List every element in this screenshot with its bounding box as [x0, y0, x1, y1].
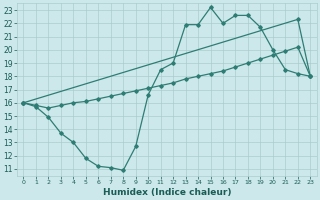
X-axis label: Humidex (Indice chaleur): Humidex (Indice chaleur)	[103, 188, 231, 197]
